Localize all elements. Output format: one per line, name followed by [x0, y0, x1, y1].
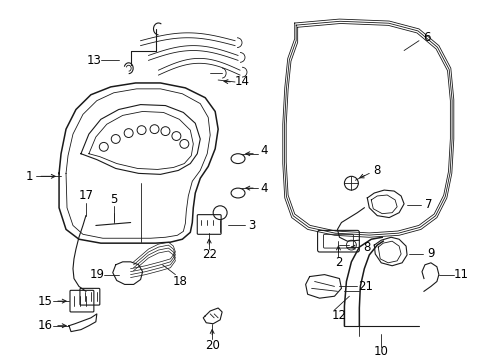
Text: 21: 21: [357, 280, 372, 293]
Text: 6: 6: [422, 31, 430, 44]
Text: 11: 11: [452, 268, 468, 281]
Text: 16: 16: [38, 319, 53, 332]
Text: 18: 18: [173, 275, 187, 288]
Text: 19: 19: [89, 268, 104, 281]
Text: 14: 14: [234, 76, 249, 89]
Text: 12: 12: [331, 309, 346, 322]
Text: 10: 10: [373, 345, 388, 358]
Text: 15: 15: [38, 294, 53, 308]
Text: 3: 3: [248, 219, 255, 232]
Text: 8: 8: [373, 164, 380, 177]
Text: 20: 20: [204, 339, 219, 352]
Text: 1: 1: [25, 170, 33, 183]
Text: 9: 9: [427, 247, 434, 261]
Text: 17: 17: [78, 189, 93, 202]
Text: 4: 4: [260, 181, 267, 195]
Text: 22: 22: [201, 248, 216, 261]
Text: 2: 2: [334, 256, 342, 269]
Text: 5: 5: [110, 193, 117, 206]
Text: 8: 8: [363, 240, 370, 253]
Text: 13: 13: [86, 54, 101, 67]
Text: 4: 4: [260, 144, 267, 157]
Text: 7: 7: [425, 198, 432, 211]
